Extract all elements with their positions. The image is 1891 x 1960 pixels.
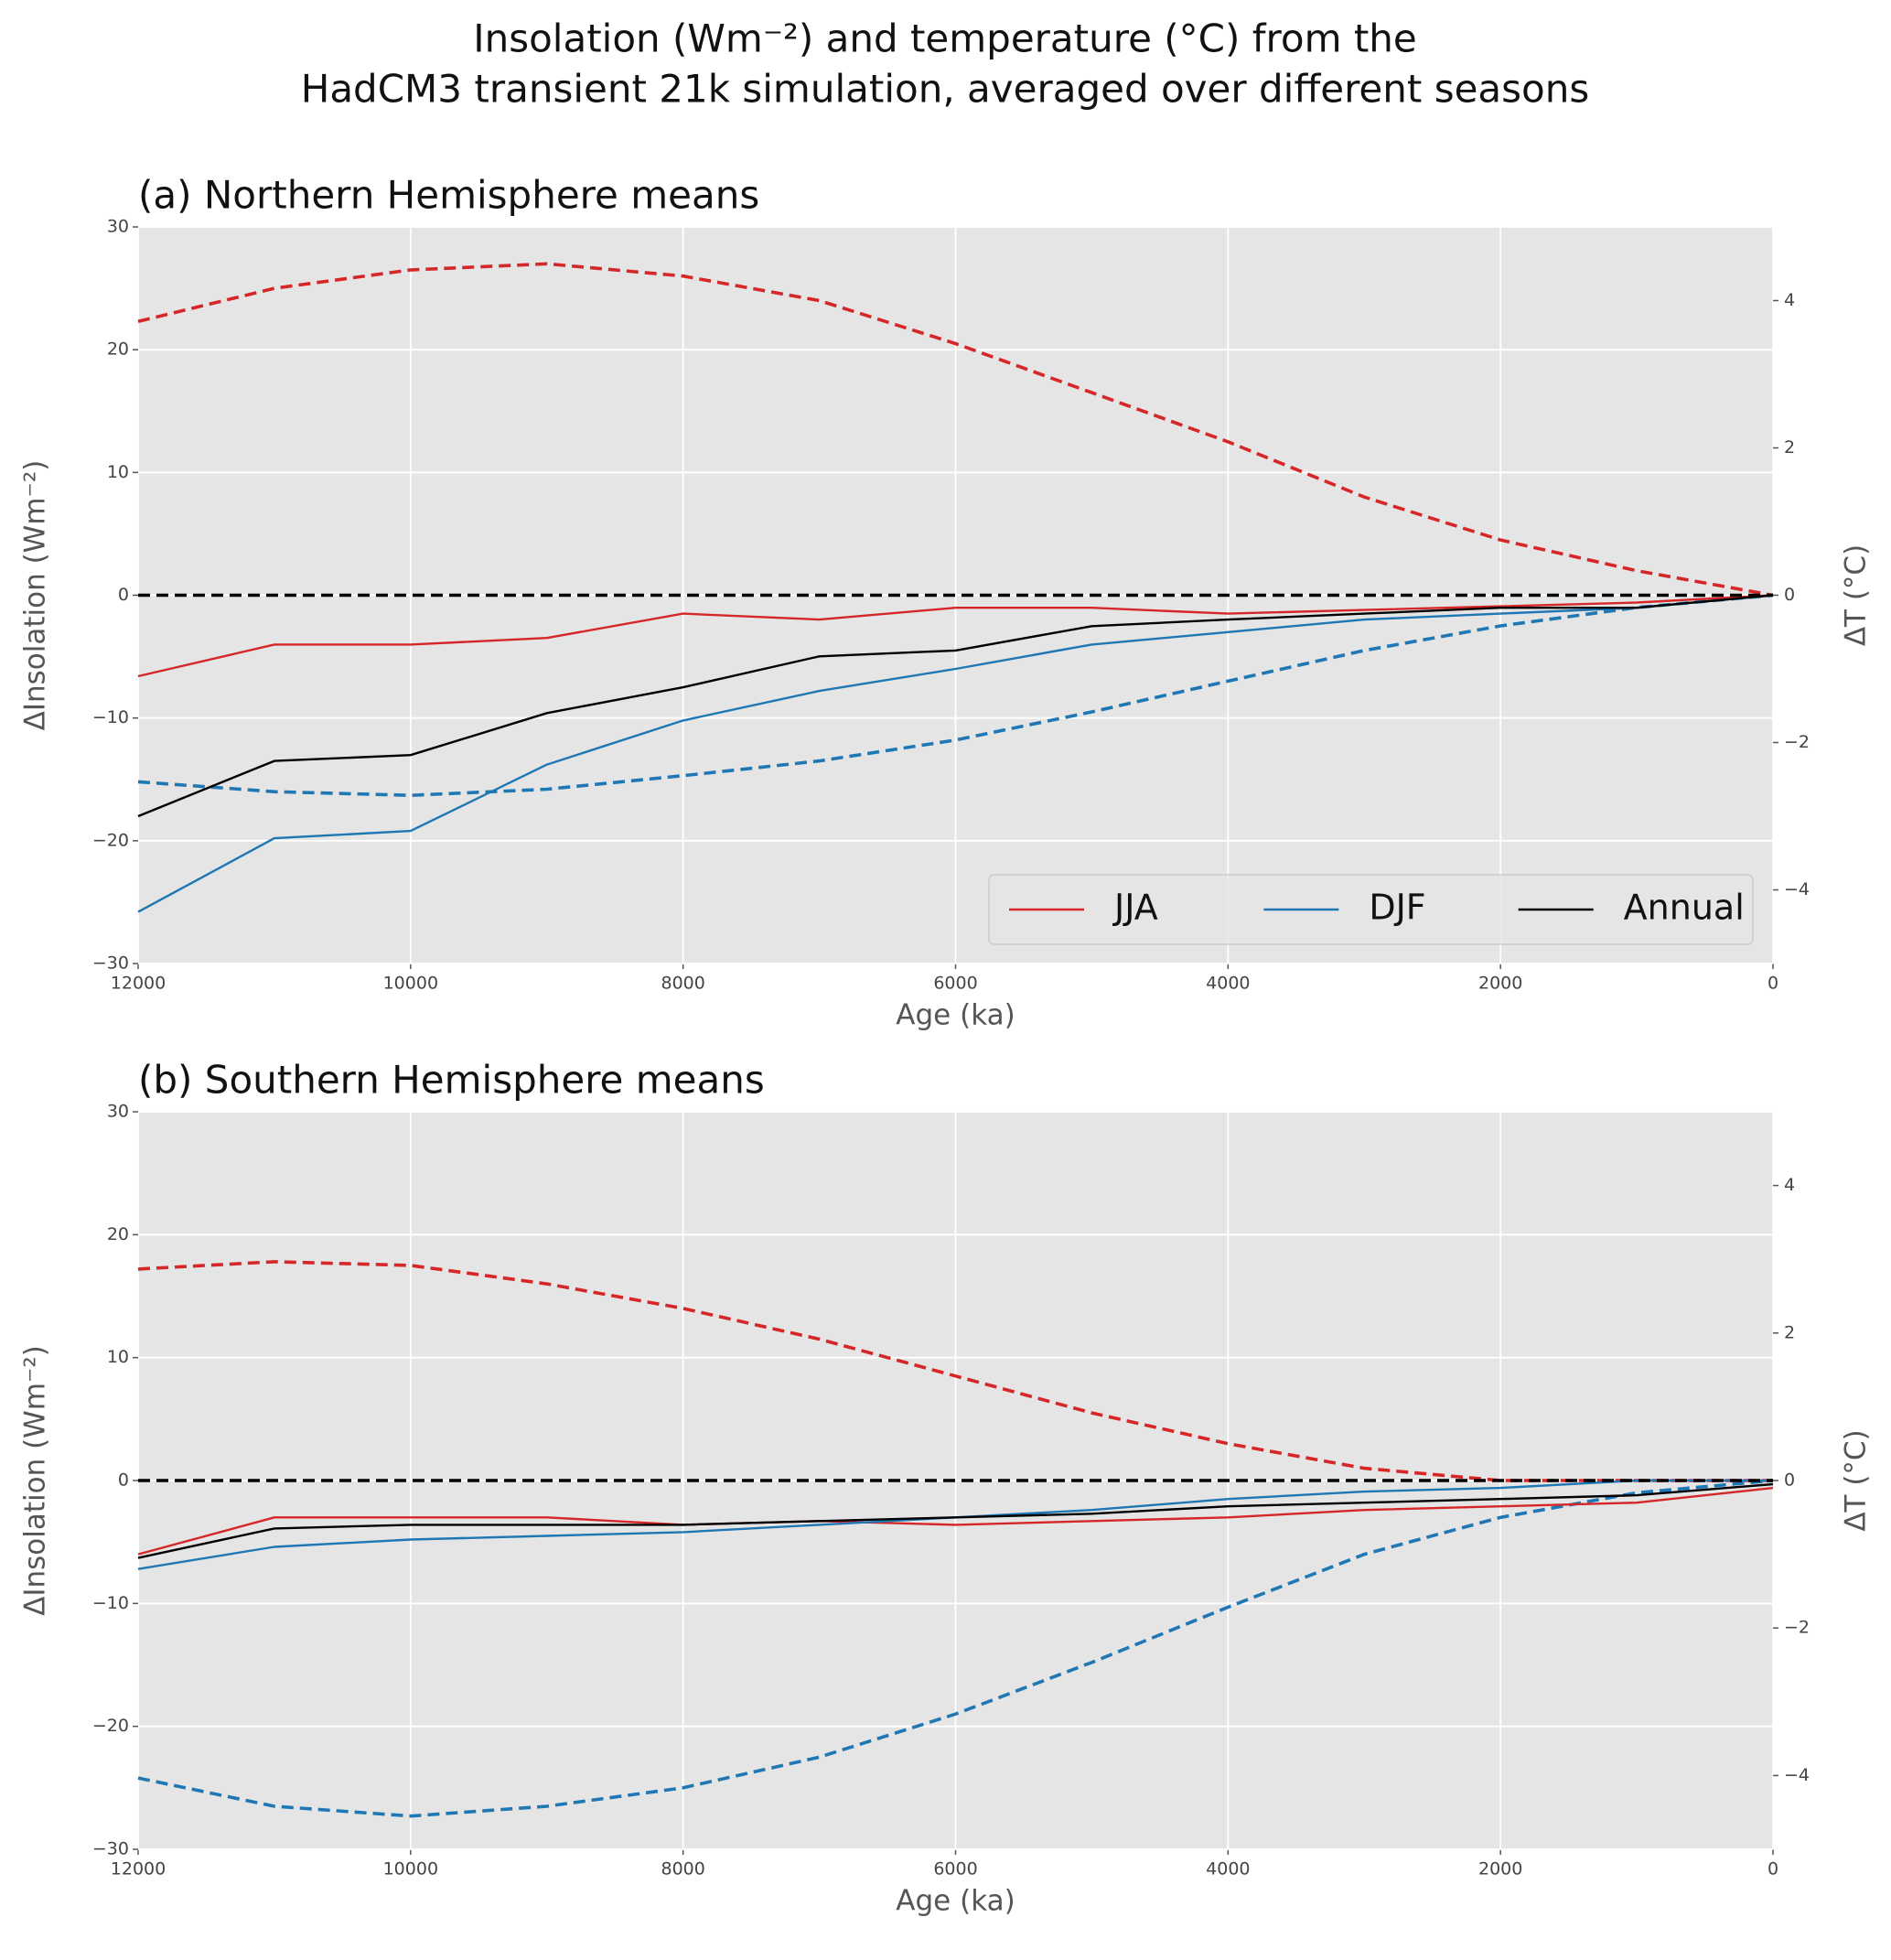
y2-tick-label: 4 [1784,1175,1795,1195]
y2-tick-label: 0 [1784,1470,1795,1491]
x-tick-label: 0 [1767,1859,1778,1879]
panel-title: (b) Southern Hemisphere means [138,1058,765,1103]
y2-tick-label: −4 [1784,1765,1810,1785]
x-tick-label: 4000 [1206,1859,1250,1879]
x-tick-label: 0 [1767,974,1778,994]
y-tick-label: −30 [92,953,129,974]
y-tick-label: 20 [107,339,129,360]
temperature-line [137,594,1774,913]
x-tick-label: 6000 [933,974,977,994]
y-tick-label: 20 [107,1224,129,1244]
y-axis-label: ΔInsolation (Wm⁻²) [19,1345,52,1616]
x-tick-label: 8000 [661,1859,704,1879]
legend-label: JJA [1112,888,1158,928]
y2-tick-label: 2 [1784,1322,1795,1342]
temperature-line [137,594,1774,818]
panel-title: (a) Northern Hemisphere means [138,173,759,218]
y-tick-label: 0 [118,1470,129,1491]
y-tick-label: −20 [92,830,129,850]
figure-title: Insolation (Wm⁻²) and temperature (°C) f… [473,16,1417,61]
y-tick-label: −20 [92,1716,129,1736]
y2-axis-label: ΔT (°C) [1840,1429,1873,1531]
y2-tick-label: −2 [1784,732,1810,752]
y2-axis-label: ΔT (°C) [1840,544,1873,646]
x-tick-label: 12000 [111,974,166,994]
insolation-line [137,1260,1773,1482]
y-tick-label: −10 [92,1593,129,1613]
temperature-line [137,594,1774,678]
x-axis-label: Age (ka) [896,999,1015,1032]
legend-label: DJF [1369,888,1425,928]
x-tick-label: 10000 [383,1859,438,1879]
x-tick-label: 12000 [111,1859,166,1879]
y-tick-label: 30 [107,1102,129,1122]
x-tick-label: 10000 [383,974,438,994]
x-tick-label: 2000 [1478,1859,1522,1879]
y-tick-label: 10 [107,1347,129,1367]
insolation-line [137,1479,1774,1818]
y-tick-label: −30 [92,1839,129,1859]
legend-box [988,874,1754,945]
y2-tick-label: −4 [1784,879,1810,899]
y-axis-label: ΔInsolation (Wm⁻²) [19,460,52,731]
y-tick-label: −10 [92,707,129,727]
figure-title: HadCM3 transient 21k simulation, average… [301,67,1590,112]
y2-tick-label: 0 [1784,585,1795,605]
y-tick-label: 10 [107,462,129,482]
y-tick-label: 0 [118,585,129,605]
y-tick-label: 30 [107,217,129,237]
x-tick-label: 6000 [933,1859,977,1879]
x-axis-label: Age (ka) [896,1885,1015,1918]
y2-tick-label: 2 [1784,437,1795,458]
x-tick-label: 2000 [1478,974,1522,994]
y2-tick-label: −2 [1784,1618,1810,1638]
x-tick-label: 4000 [1206,974,1250,994]
insolation-line [137,593,1774,798]
insolation-line [137,262,1774,598]
temperature-line [137,1486,1774,1556]
legend-label: Annual [1624,888,1745,928]
x-tick-label: 8000 [661,974,704,994]
temperature-line [137,1482,1774,1559]
y2-tick-label: 4 [1784,290,1795,310]
